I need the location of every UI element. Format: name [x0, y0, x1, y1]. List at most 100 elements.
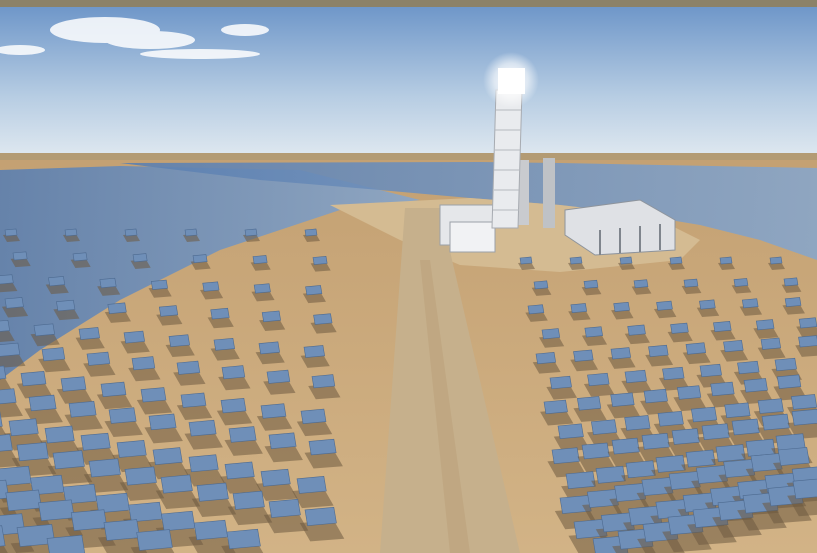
heliostat	[676, 385, 702, 400]
heliostat	[0, 388, 17, 405]
heliostat	[671, 428, 700, 445]
heliostat	[0, 365, 7, 380]
horizon-hills	[0, 153, 817, 163]
heliostat-field-back	[120, 162, 817, 260]
heliostat	[569, 256, 583, 265]
heliostat	[685, 342, 707, 355]
stack-2	[543, 158, 555, 228]
heliostat	[784, 297, 802, 308]
heliostat-shadow	[0, 352, 26, 368]
heliostat-field-left-far	[0, 166, 420, 380]
heliostat	[303, 345, 325, 358]
heliostat	[48, 276, 66, 287]
heliostat	[519, 256, 533, 265]
heliostat	[733, 278, 749, 287]
heliostat	[260, 468, 291, 487]
tower-shaft	[491, 89, 523, 229]
heliostat	[643, 388, 668, 404]
heliostat	[131, 356, 156, 371]
heliostat	[685, 449, 716, 468]
heliostat	[557, 423, 584, 440]
heliostat	[116, 440, 147, 458]
heliostat	[610, 347, 632, 360]
heliostat	[0, 434, 13, 452]
heliostat	[226, 528, 261, 550]
heliostat	[613, 301, 630, 312]
heliostat	[776, 374, 802, 389]
heliostat	[792, 478, 817, 500]
heliostat	[648, 344, 669, 357]
heliostat	[5, 489, 42, 512]
heliostat	[305, 285, 323, 296]
heliostat	[533, 280, 549, 290]
heliostat	[723, 340, 744, 353]
heliostat	[783, 277, 799, 287]
heliostat	[196, 482, 229, 502]
heliostat	[0, 319, 10, 332]
heliostat	[769, 256, 783, 265]
heliostat	[161, 510, 196, 532]
heliostat	[761, 413, 790, 431]
heliostat	[232, 490, 265, 510]
heliostat	[72, 252, 88, 262]
heliostat	[221, 365, 246, 380]
heliostat	[41, 347, 66, 362]
heliostat	[690, 406, 718, 423]
heliostat	[99, 277, 117, 289]
heliostat	[610, 392, 635, 407]
heliostat	[619, 256, 633, 265]
heliostat	[4, 228, 18, 237]
heliostat	[541, 328, 561, 340]
heliostat	[268, 432, 297, 449]
heliostat	[180, 392, 207, 408]
heliostat	[202, 281, 220, 292]
heliostat	[60, 376, 87, 392]
heliostat	[258, 341, 280, 355]
heliostat	[100, 381, 127, 398]
heliostat	[798, 335, 817, 348]
heliostat	[699, 299, 716, 310]
heliostat	[123, 330, 145, 344]
heliostat	[710, 381, 735, 397]
heliostat-shadow	[0, 400, 23, 418]
heliostat	[583, 279, 599, 289]
heliostat	[669, 256, 683, 265]
heliostat	[0, 274, 14, 285]
heliostat	[549, 375, 572, 390]
heliostat	[184, 228, 198, 237]
heliostat	[0, 342, 21, 357]
heliostat	[656, 300, 673, 311]
building-annex	[449, 221, 496, 253]
heliostat	[757, 398, 784, 414]
heliostat	[210, 307, 230, 320]
heliostat	[551, 447, 580, 465]
heliostat	[760, 337, 782, 350]
heliostat	[158, 305, 179, 317]
heliostat	[160, 474, 193, 494]
heliostat	[313, 313, 333, 325]
heliostat-shadow	[0, 281, 18, 293]
heliostat	[70, 509, 108, 531]
heliostat	[188, 454, 219, 473]
heliostat	[46, 534, 86, 553]
heliostat	[268, 498, 301, 518]
heliostat	[244, 228, 258, 237]
heliostat	[570, 303, 588, 314]
heliostat	[743, 378, 768, 393]
heliostat	[52, 450, 85, 470]
heliostat	[791, 409, 817, 426]
heliostat	[745, 438, 776, 457]
heliostat	[304, 228, 318, 237]
heliostat	[308, 438, 337, 456]
heliostat	[192, 254, 208, 264]
heliostat	[28, 394, 57, 412]
heliostat	[228, 426, 257, 443]
heliostat	[12, 251, 28, 261]
heliostat	[576, 396, 602, 411]
heliostat	[590, 419, 618, 435]
heliostat	[193, 519, 229, 541]
heliostat-shadow	[0, 376, 13, 392]
heliostat	[86, 351, 111, 366]
